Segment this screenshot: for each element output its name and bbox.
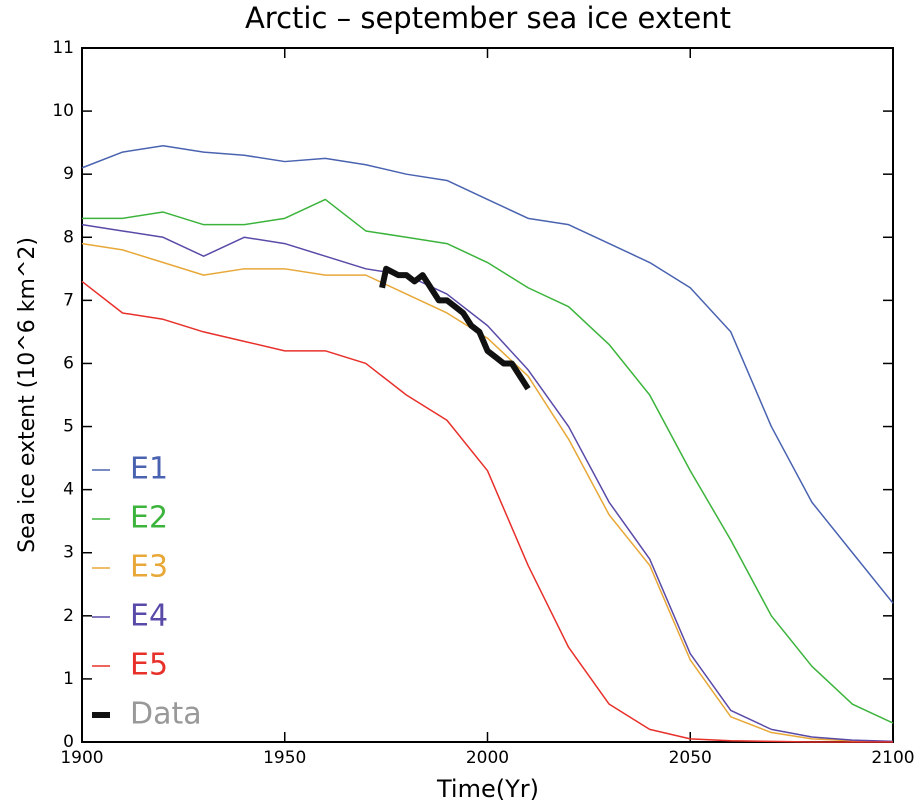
y-tick-label: 8 <box>63 227 74 247</box>
legend-label: E5 <box>130 648 168 683</box>
legend-label: E3 <box>130 550 168 585</box>
y-tick-label: 0 <box>63 732 74 752</box>
series-line <box>379 265 531 391</box>
y-tick-label: 9 <box>63 164 74 184</box>
y-tick-label: 4 <box>63 480 74 500</box>
series-line <box>82 198 894 724</box>
x-tick-label: 1950 <box>263 748 306 768</box>
legend-label: E1 <box>130 452 168 487</box>
series-line <box>81 223 894 743</box>
x-tick-label: 2100 <box>871 748 914 768</box>
x-axis-label: Time(Yr) <box>436 775 539 803</box>
series-line <box>81 242 894 743</box>
y-tick-label: 2 <box>63 606 74 626</box>
y-tick-label: 1 <box>63 669 74 689</box>
x-tick-label: 2050 <box>669 748 712 768</box>
series-line <box>81 145 894 604</box>
y-tick-label: 10 <box>52 101 74 121</box>
series-line <box>81 280 893 743</box>
y-tick-label: 3 <box>63 543 74 563</box>
y-tick-label: 7 <box>63 290 74 310</box>
legend-label: Data <box>130 697 202 732</box>
y-tick-label: 11 <box>52 38 74 58</box>
chart-title: Arctic – september sea ice extent <box>245 1 731 35</box>
y-tick-label: 5 <box>63 417 74 437</box>
y-tick-label: 6 <box>63 353 74 373</box>
x-tick-label: 1900 <box>60 748 103 768</box>
legend-label: E4 <box>130 599 168 634</box>
legend-label: E2 <box>130 501 168 536</box>
y-axis-label: Sea ice extent (10^6 km^2) <box>15 237 40 553</box>
x-tick-label: 2000 <box>466 748 509 768</box>
